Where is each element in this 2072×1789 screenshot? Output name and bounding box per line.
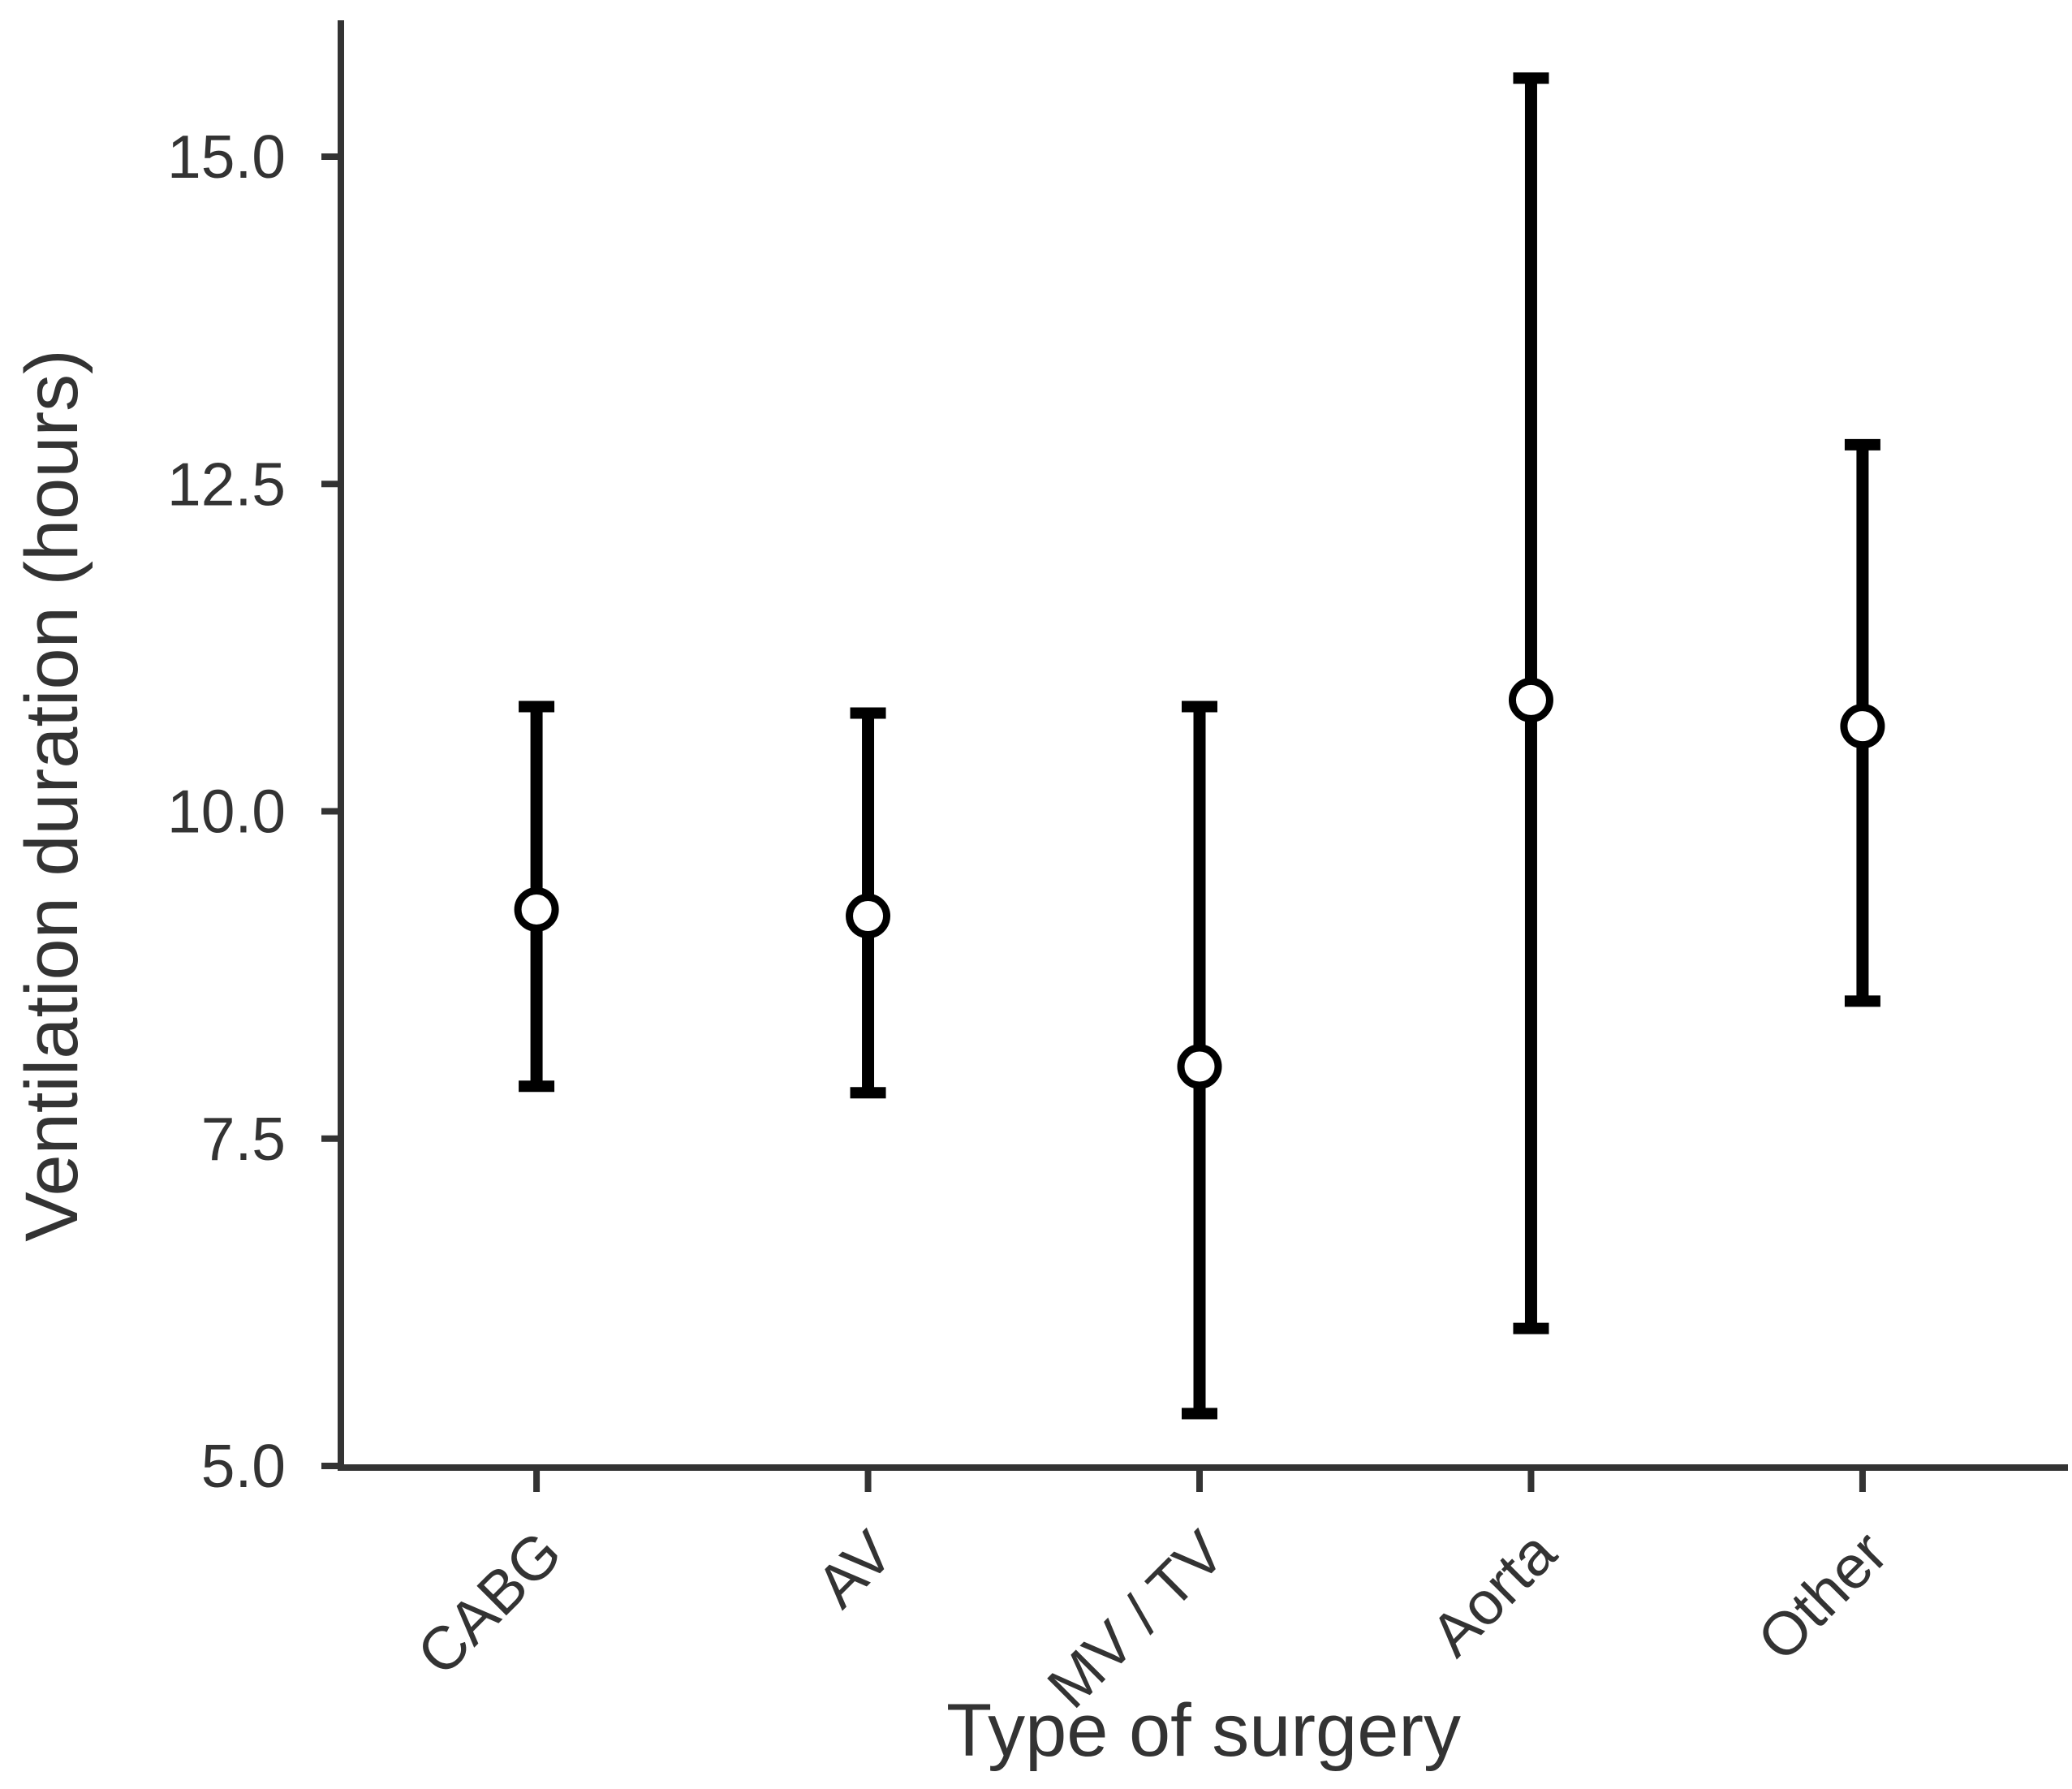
y-tick-label: 5.0	[201, 1432, 286, 1500]
error-bar-cabg	[514, 701, 559, 1093]
x-tick-label: Other	[1744, 1518, 1900, 1674]
y-tick-label: 12.5	[167, 450, 286, 518]
point-estimate-marker	[846, 894, 891, 939]
x-axis-title: Type of surgery	[946, 1689, 1461, 1772]
error-bar-other	[1840, 438, 1885, 1007]
error-bar-av	[846, 707, 891, 1099]
y-tick-label: 15.0	[167, 123, 286, 191]
y-tick-label: 7.5	[201, 1105, 286, 1173]
y-axis-title: Ventilation duration (hours)	[11, 349, 93, 1242]
x-tick-label: Aorta	[1418, 1518, 1569, 1669]
x-tick-label: AV	[803, 1518, 906, 1620]
y-tick-label: 10.0	[167, 778, 286, 846]
x-tick-label: CABG	[404, 1518, 575, 1688]
point-estimate-marker	[514, 886, 559, 932]
error-bar-mv-tv	[1177, 701, 1222, 1420]
point-estimate-marker	[1508, 677, 1553, 722]
point-estimate-marker	[1840, 704, 1885, 749]
point-estimate-marker	[1177, 1044, 1222, 1089]
error-bar-aorta	[1508, 72, 1553, 1334]
